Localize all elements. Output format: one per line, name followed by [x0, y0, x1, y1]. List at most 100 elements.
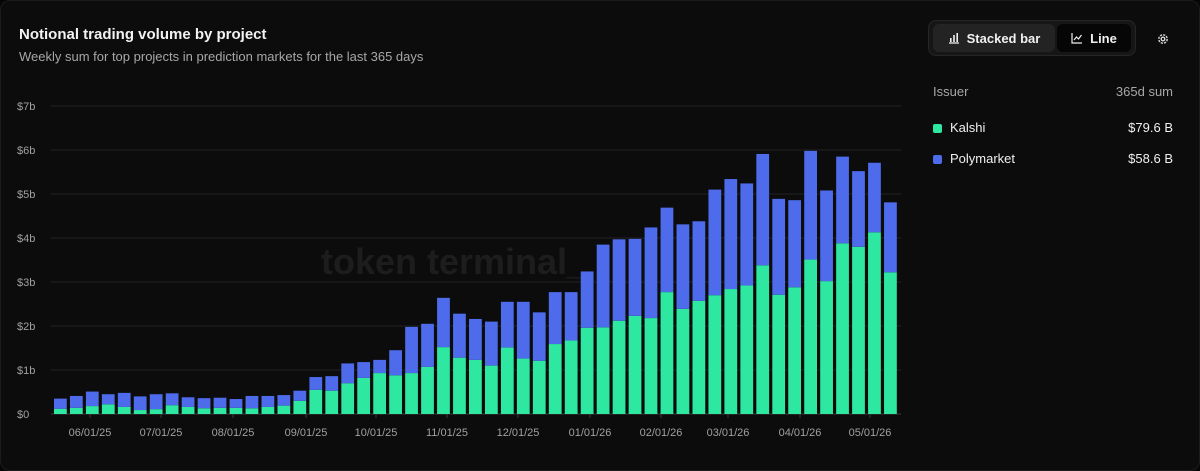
x-tick-label: 08/01/25: [212, 427, 255, 439]
legend-item-polymarket[interactable]: Polymarket $58.6 B: [933, 151, 1173, 169]
bar-kalshi: [836, 243, 849, 414]
legend-header: Issuer 365d sum: [933, 84, 1173, 99]
bar-kalshi: [101, 404, 115, 414]
bar-kalshi: [724, 289, 738, 414]
x-tick-label: 11/01/25: [426, 427, 468, 439]
bar-polymarket: [788, 200, 802, 288]
bar-kalshi: [644, 318, 658, 414]
bar-polymarket: [85, 391, 99, 407]
bar-polymarket: [772, 198, 786, 295]
bar-kalshi: [437, 347, 450, 414]
x-tick-label: 12/01/25: [497, 427, 540, 439]
x-tick-label: 10/01/25: [355, 427, 398, 439]
bar-polymarket: [261, 395, 275, 407]
bar-polymarket: [341, 363, 355, 384]
bar-kalshi: [469, 359, 482, 414]
y-tick-label: $3b: [17, 277, 35, 289]
stacked-bar-button[interactable]: Stacked bar: [933, 24, 1055, 52]
bar-polymarket: [421, 323, 434, 367]
bar-kalshi: [117, 406, 131, 414]
bar-polymarket: [325, 376, 339, 391]
legend-item-kalshi[interactable]: Kalshi $79.6 B: [933, 120, 1173, 138]
line-label: Line: [1090, 30, 1117, 46]
bar-polymarket: [133, 396, 147, 411]
bar-kalshi: [884, 272, 897, 414]
x-tick-label: 05/01/26: [849, 427, 892, 439]
bar-polymarket: [181, 397, 195, 407]
bar-polymarket: [836, 156, 849, 244]
bar-kalshi: [453, 357, 466, 414]
bar-kalshi: [133, 410, 147, 414]
bar-kalshi: [165, 405, 179, 414]
bar-polymarket: [453, 313, 466, 358]
bar-polymarket: [516, 301, 530, 359]
bar-polymarket: [293, 390, 307, 401]
bar-kalshi: [341, 383, 355, 414]
bar-polymarket: [708, 189, 722, 296]
x-tick-label: 03/01/26: [707, 427, 750, 439]
bar-polymarket: [389, 350, 402, 376]
bar-kalshi: [788, 287, 802, 414]
bar-kalshi: [820, 281, 833, 414]
y-tick-label: $4b: [17, 233, 35, 245]
bar-chart-icon: [948, 33, 959, 44]
bar-kalshi: [149, 409, 163, 414]
bar-polymarket: [309, 377, 323, 390]
bar-polymarket: [884, 202, 897, 273]
bar-polymarket: [676, 224, 690, 309]
legend-value: $79.6 B: [1128, 120, 1173, 135]
gear-icon[interactable]: [1153, 29, 1173, 49]
bar-kalshi: [293, 400, 307, 414]
x-tick-label: 02/01/26: [640, 427, 683, 439]
bar-kalshi: [708, 295, 722, 414]
x-tick-label: 09/01/25: [285, 427, 328, 439]
bar-kalshi: [852, 246, 865, 414]
bar-kalshi: [868, 232, 881, 414]
bar-kalshi: [277, 405, 291, 414]
bar-polymarket: [101, 394, 115, 405]
bar-polymarket: [564, 292, 578, 341]
bar-kalshi: [245, 408, 259, 414]
bar-kalshi: [373, 373, 387, 414]
bar-polymarket: [820, 190, 833, 282]
bar-kalshi: [580, 327, 594, 414]
bar-kalshi: [532, 360, 546, 414]
bar-polymarket: [213, 397, 227, 408]
bar-kalshi: [325, 390, 339, 414]
y-tick-label: $6b: [17, 145, 35, 157]
legend-issuer-header: Issuer: [933, 84, 969, 99]
bar-polymarket: [197, 398, 211, 409]
bar-polymarket: [660, 207, 674, 293]
bar-kalshi: [628, 315, 642, 414]
y-tick-label: $2b: [17, 321, 35, 333]
y-tick-label: $7b: [17, 101, 35, 113]
x-tick-label: 07/01/25: [140, 427, 183, 439]
bar-kalshi: [229, 407, 243, 414]
bar-polymarket: [117, 392, 131, 407]
bar-kalshi: [756, 265, 770, 414]
bar-polymarket: [580, 271, 594, 328]
line-button[interactable]: Line: [1057, 24, 1131, 52]
bar-kalshi: [660, 292, 674, 414]
bar-kalshi: [804, 259, 817, 414]
bar-polymarket: [437, 297, 450, 348]
bar-kalshi: [772, 294, 786, 414]
bar-polymarket: [277, 395, 291, 406]
legend-name: Kalshi: [950, 120, 986, 135]
x-tick-label: 06/01/25: [69, 427, 112, 439]
bar-polymarket: [165, 393, 179, 406]
line-chart-icon: [1071, 33, 1083, 44]
bar-kalshi: [197, 408, 211, 414]
bar-polymarket: [644, 227, 658, 319]
legend-sum-header: 365d sum: [1115, 84, 1173, 99]
legend-value: $58.6 B: [1128, 151, 1173, 166]
bar-kalshi: [692, 300, 706, 414]
chart-type-toggle: Stacked bar Line: [928, 20, 1136, 56]
bar-polymarket: [373, 359, 387, 374]
bar-polymarket: [740, 183, 754, 286]
bar-kalshi: [85, 406, 99, 414]
chart-plot: $0 $1b $2b $3b $4b $5b $6b $7b token terminal_ 06…: [17, 101, 901, 439]
legend-name: Polymarket: [950, 151, 1016, 166]
bar-polymarket: [357, 362, 371, 378]
